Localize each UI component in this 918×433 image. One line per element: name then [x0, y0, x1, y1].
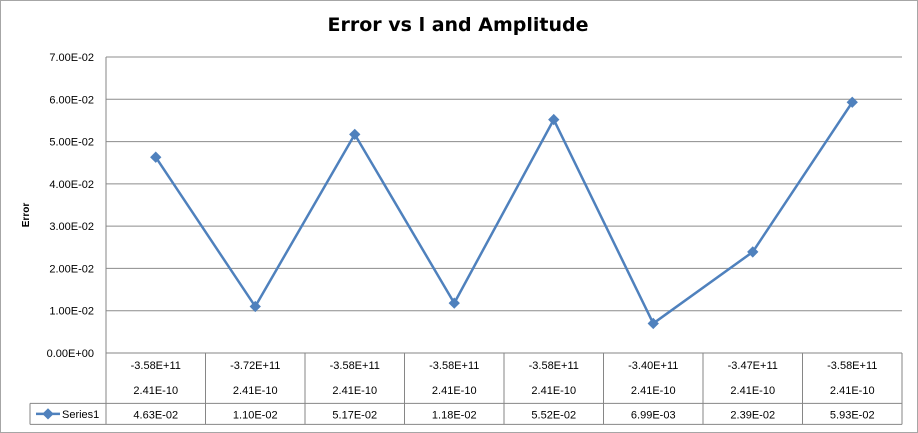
x-tick-label: 2.41E-10: [432, 385, 477, 397]
data-label: 1.18E-02: [432, 409, 477, 421]
y-tick-label: 2.00E-02: [49, 263, 94, 275]
x-tick-label: 2.41E-10: [830, 385, 875, 397]
y-tick-label: 6.00E-02: [49, 94, 94, 106]
data-point: [647, 317, 659, 330]
data-label: 5.93E-02: [830, 409, 875, 421]
legend-label: Series1: [62, 409, 99, 421]
x-tick-label: 2.41E-10: [730, 385, 775, 397]
x-tick-label: -3.47E+11: [728, 360, 778, 372]
x-tick-label: -3.58E+11: [429, 360, 479, 372]
x-tick-label: 2.41E-10: [233, 385, 278, 397]
legend-marker: [42, 408, 54, 420]
data-point: [249, 300, 261, 313]
y-tick-label: 3.00E-02: [49, 221, 94, 233]
data-point: [349, 128, 361, 141]
data-label: 1.10E-02: [233, 409, 278, 421]
y-tick-label: 0.00E+00: [47, 348, 94, 360]
data-point: [548, 113, 560, 126]
x-tick-label: -3.58E+11: [131, 360, 181, 372]
data-point: [150, 151, 162, 163]
data-point: [747, 246, 759, 258]
y-tick-label: 7.00E-02: [49, 52, 94, 64]
data-label: 6.99E-03: [631, 409, 676, 421]
x-tick-label: 2.41E-10: [531, 385, 576, 397]
data-label: 5.52E-02: [531, 409, 576, 421]
data-label: 4.63E-02: [133, 409, 178, 421]
x-tick-label: -3.58E+11: [529, 360, 579, 372]
x-tick-label: 2.41E-10: [631, 385, 676, 397]
x-tick-label: -3.58E+11: [827, 360, 877, 372]
x-tick-label: 2.41E-10: [332, 385, 377, 397]
x-tick-label: -3.40E+11: [628, 360, 678, 372]
data-label: 2.39E-02: [730, 409, 775, 421]
data-label: 5.17E-02: [332, 409, 377, 421]
x-tick-label: 2.41E-10: [133, 385, 178, 397]
y-tick-label: 4.00E-02: [49, 179, 94, 191]
x-tick-label: -3.72E+11: [230, 360, 280, 372]
data-point: [448, 297, 460, 309]
x-tick-label: -3.58E+11: [330, 360, 380, 372]
chart-title: Error vs l and Amplitude: [327, 14, 589, 36]
y-tick-label: 5.00E-02: [49, 137, 94, 149]
series-line: [154, 101, 854, 325]
y-tick-label: 1.00E-02: [49, 306, 94, 318]
